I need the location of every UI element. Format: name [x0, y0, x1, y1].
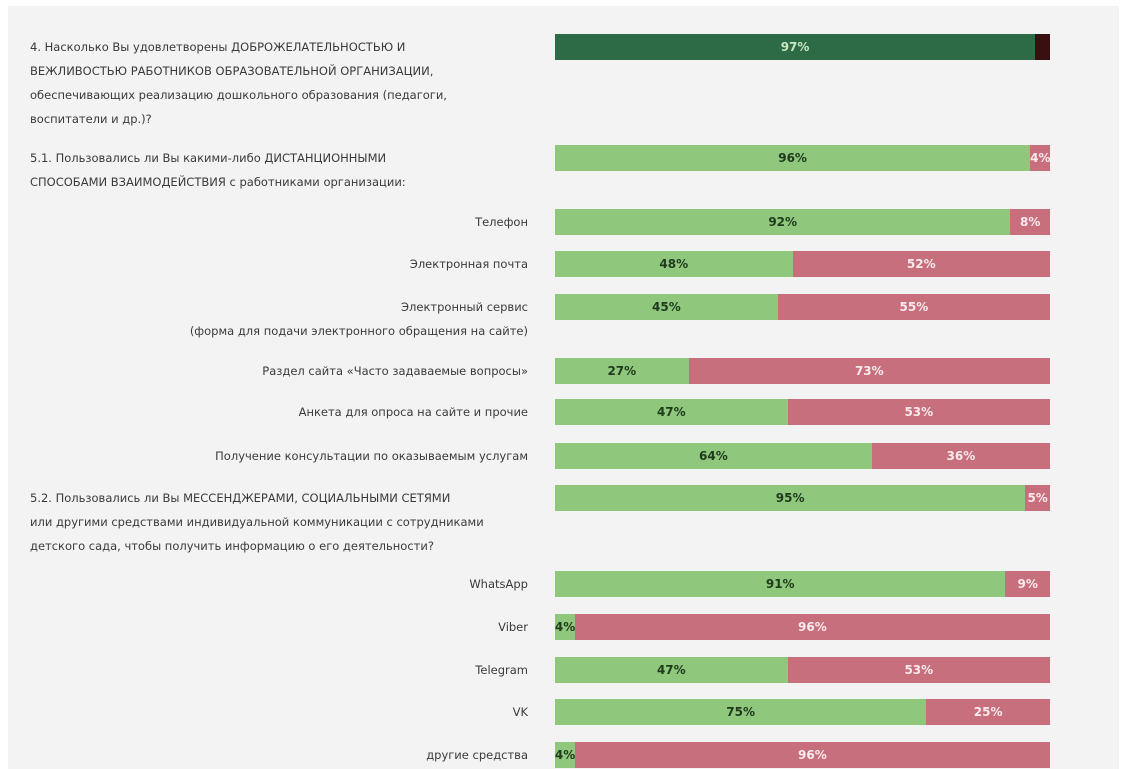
- value-label: 4%: [1030, 151, 1051, 165]
- value-label: 75%: [726, 705, 755, 719]
- bar-segment: [787, 399, 1050, 425]
- value-label: 36%: [946, 449, 976, 463]
- value-label: 25%: [973, 705, 1003, 719]
- value-label: 9%: [1017, 577, 1038, 591]
- value-label: 45%: [652, 300, 681, 314]
- option-label: VK: [512, 705, 528, 719]
- option-label: Электронная почта: [409, 257, 528, 271]
- bar-segment: [555, 614, 575, 640]
- value-label: 95%: [775, 491, 805, 505]
- bar-segment: [574, 742, 1050, 768]
- bar-segment: [787, 657, 1050, 683]
- value-label: 47%: [656, 663, 686, 677]
- bar-segment: [1035, 34, 1050, 60]
- option-label: Телефон: [475, 215, 528, 229]
- value-label: 4%: [554, 748, 576, 762]
- value-label: 92%: [768, 215, 798, 229]
- bar-segment: [1010, 209, 1050, 235]
- option-label: Telegram: [475, 663, 528, 677]
- bar-segment: [555, 699, 927, 725]
- value-label: 97%: [780, 40, 810, 54]
- bar-segment: [1030, 145, 1050, 171]
- bar-segment: [688, 358, 1050, 384]
- bar-segment: [555, 145, 1031, 171]
- value-label: 52%: [906, 257, 936, 271]
- bar-segment: [777, 294, 1050, 320]
- bar-segment: [555, 485, 1026, 511]
- bar-segment: [555, 251, 793, 277]
- value-label: 53%: [904, 405, 934, 419]
- question-label: 5.1. Пользовались ли Вы какими-либо ДИСТ…: [30, 151, 406, 189]
- bar-segment: [555, 399, 788, 425]
- option-label: Анкета для опроса на сайте и прочие: [298, 405, 528, 419]
- option-label: Viber: [498, 620, 528, 634]
- bar-segment: [555, 742, 575, 768]
- bar-segment: [555, 443, 872, 469]
- value-label: 64%: [699, 449, 728, 463]
- option-label: другие средства: [426, 748, 528, 762]
- bar-segment: [1025, 485, 1050, 511]
- bar-segment: [555, 209, 1011, 235]
- bar-segment: [555, 571, 1006, 597]
- bar-segment: [792, 251, 1050, 277]
- bar-segment: [555, 657, 788, 683]
- value-label: 8%: [1020, 215, 1041, 229]
- bar-segment: [555, 294, 778, 320]
- value-label: 53%: [904, 663, 934, 677]
- question-label: 5.2. Пользовались ли Вы МЕССЕНДЖЕРАМИ, С…: [30, 491, 484, 553]
- option-label: WhatsApp: [469, 577, 528, 591]
- value-label: 96%: [798, 620, 827, 634]
- option-label: Получение консультации по оказываемым ус…: [215, 449, 528, 463]
- bar-segment: [871, 443, 1050, 469]
- value-label: 73%: [854, 364, 884, 378]
- option-label: Раздел сайта «Часто задаваемые вопросы»: [262, 364, 528, 378]
- option-label: Электронный сервис (форма для подачи эле…: [189, 300, 528, 338]
- value-label: 27%: [607, 364, 637, 378]
- value-label: 48%: [659, 257, 689, 271]
- bar-segment: [574, 614, 1050, 640]
- chart: 4. Насколько Вы удовлетворены ДОБРОЖЕЛАТ…: [8, 6, 1119, 769]
- bar-segment: [555, 34, 1036, 60]
- value-label: 96%: [798, 748, 827, 762]
- value-label: 96%: [778, 151, 807, 165]
- value-label: 47%: [656, 405, 686, 419]
- question-label: 4. Насколько Вы удовлетворены ДОБРОЖЕЛАТ…: [30, 40, 447, 126]
- value-label: 91%: [765, 577, 795, 591]
- bar-segment: [1005, 571, 1050, 597]
- value-label: 4%: [554, 620, 576, 634]
- value-label: 5%: [1027, 491, 1048, 505]
- bar-segment: [926, 699, 1050, 725]
- value-label: 55%: [899, 300, 929, 314]
- bar-segment: [555, 358, 689, 384]
